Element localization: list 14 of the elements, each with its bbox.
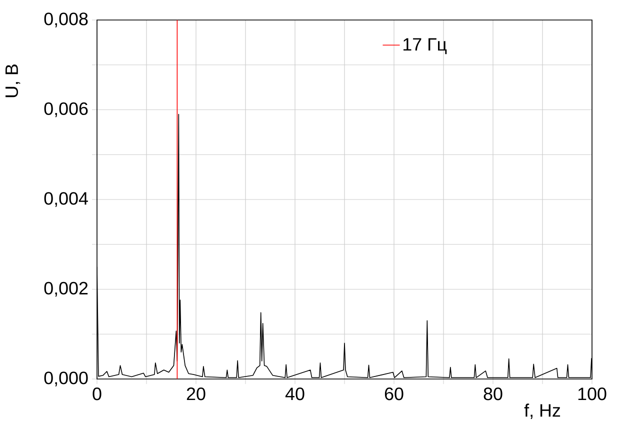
- x-tick-label: 100: [578, 388, 606, 400]
- y-tick-label: 0,008: [44, 12, 88, 28]
- x-tick-label: 40: [285, 388, 304, 400]
- x-tick-label: 20: [186, 388, 206, 400]
- y-tick-label: 0,004: [44, 192, 88, 207]
- y-axis-title: U, B: [6, 64, 20, 98]
- x-tick-label: 80: [484, 388, 502, 400]
- x-axis-title: f, Hz: [524, 404, 560, 419]
- y-tick-label: 0,006: [44, 102, 88, 118]
- y-tick-label: 0,002: [44, 282, 88, 297]
- y-tick-label: 0,000: [44, 372, 88, 386]
- x-tick-label: 60: [384, 388, 404, 400]
- legend-label: 17 Гц: [404, 38, 447, 54]
- x-tick-label: 0: [92, 388, 102, 400]
